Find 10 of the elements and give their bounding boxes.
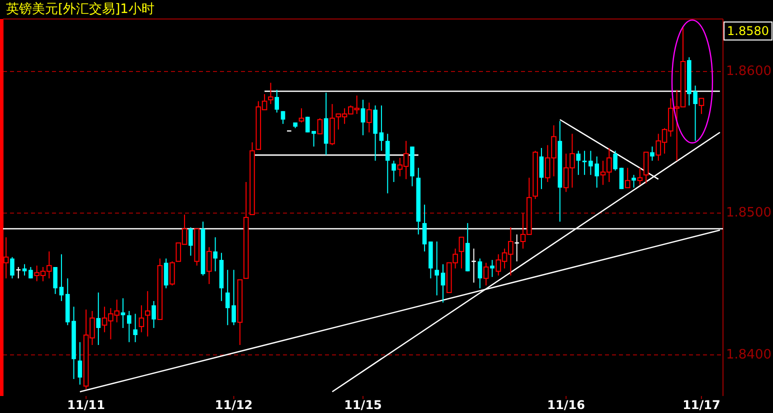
x-tick-label: 11/12: [214, 398, 253, 412]
y-tick-label: 1.8600: [726, 64, 772, 79]
chart-title: 英镑美元[外汇交易]1小时: [6, 1, 154, 17]
y-tick-label: 1.8400: [726, 347, 772, 362]
x-tick-label: 11/17: [682, 398, 720, 412]
y-tick-label: 1.8500: [726, 206, 772, 221]
x-tick-label: 11/11: [67, 398, 105, 412]
text: 1.8580: [727, 24, 769, 38]
x-tick-label: 11/15: [344, 398, 382, 412]
x-tick-label: 11/16: [547, 398, 585, 412]
